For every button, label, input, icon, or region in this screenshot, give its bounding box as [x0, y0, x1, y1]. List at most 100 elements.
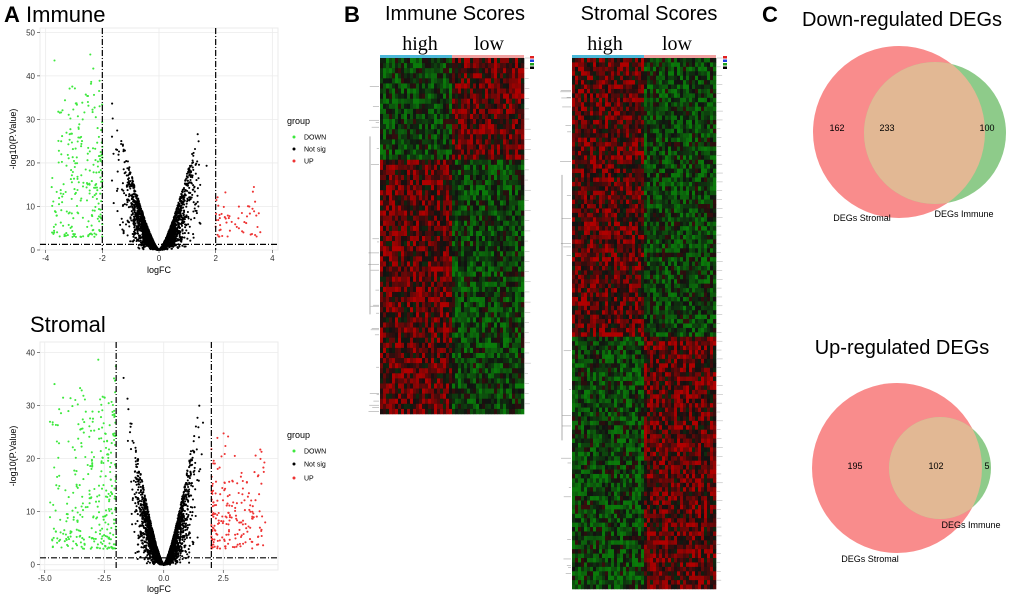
- point-down: [98, 437, 101, 440]
- point-notsig: [176, 216, 179, 219]
- point-notsig: [116, 170, 119, 173]
- point-up: [255, 214, 258, 217]
- point-down: [90, 80, 93, 83]
- point-down: [104, 475, 107, 478]
- point-notsig: [199, 183, 202, 186]
- point-notsig: [181, 212, 185, 215]
- point-notsig: [186, 508, 189, 511]
- point-notsig: [177, 203, 180, 206]
- point-notsig: [197, 177, 200, 180]
- point-notsig: [192, 233, 195, 236]
- point-down: [110, 491, 113, 494]
- point-down: [70, 181, 73, 184]
- point-down: [109, 451, 113, 454]
- point-down: [63, 540, 66, 543]
- point-notsig: [180, 224, 184, 227]
- point-notsig: [197, 426, 200, 429]
- point-notsig: [138, 211, 142, 214]
- point-notsig: [125, 160, 128, 163]
- point-notsig: [126, 234, 129, 237]
- point-notsig: [187, 215, 190, 218]
- point-up: [220, 212, 223, 215]
- point-down: [97, 511, 101, 514]
- point-down: [63, 235, 66, 238]
- point-down: [73, 233, 76, 236]
- point-notsig: [182, 493, 185, 496]
- point-notsig: [127, 408, 130, 411]
- legend-key-down: [292, 135, 296, 139]
- point-up: [227, 217, 230, 220]
- point-down: [94, 147, 97, 150]
- point-down: [91, 410, 94, 413]
- point-down: [92, 163, 95, 166]
- point-notsig: [182, 201, 185, 204]
- point-notsig: [136, 462, 139, 465]
- point-notsig: [140, 210, 143, 213]
- point-down: [81, 101, 84, 104]
- point-notsig: [131, 439, 134, 442]
- point-down: [56, 424, 59, 427]
- point-notsig: [127, 221, 131, 224]
- point-down: [107, 523, 110, 526]
- point-down: [81, 537, 84, 540]
- point-up: [257, 212, 260, 215]
- point-down: [110, 508, 113, 511]
- point-down: [87, 104, 90, 107]
- point-down: [83, 543, 86, 546]
- point-down: [110, 400, 113, 403]
- volcano-immune-title: Immune: [26, 2, 105, 27]
- point-down: [51, 231, 54, 234]
- point-down: [88, 189, 91, 192]
- point-down: [72, 108, 75, 111]
- point-down: [69, 535, 72, 538]
- point-up: [234, 223, 237, 226]
- point-down: [98, 494, 101, 497]
- point-down: [76, 177, 79, 180]
- point-down: [63, 529, 66, 532]
- point-notsig: [181, 232, 184, 235]
- point-down: [91, 195, 94, 199]
- point-notsig: [136, 197, 139, 200]
- point-notsig: [136, 194, 139, 197]
- point-notsig: [125, 185, 128, 188]
- point-down: [91, 536, 94, 540]
- point-notsig: [124, 223, 128, 226]
- point-down: [86, 225, 89, 228]
- point-down: [106, 547, 109, 550]
- point-down: [97, 484, 101, 487]
- point-down: [60, 153, 63, 156]
- point-down: [91, 108, 94, 111]
- point-down: [74, 456, 77, 459]
- point-down: [68, 133, 71, 136]
- point-notsig: [132, 195, 135, 198]
- point-down: [93, 232, 96, 235]
- point-notsig: [142, 236, 145, 239]
- point-notsig: [138, 206, 142, 209]
- point-down: [53, 59, 56, 62]
- x-tick-label: -2: [99, 254, 107, 263]
- point-notsig: [117, 158, 120, 161]
- point-notsig: [197, 205, 200, 208]
- point-down: [96, 127, 99, 130]
- point-down: [109, 470, 112, 474]
- point-down: [99, 208, 102, 211]
- point-down: [108, 546, 111, 549]
- point-down: [113, 487, 116, 490]
- point-notsig: [138, 234, 141, 237]
- point-notsig: [130, 512, 133, 515]
- point-notsig: [143, 216, 146, 219]
- point-up: [251, 190, 254, 193]
- point-down: [72, 540, 75, 543]
- point-down: [68, 138, 71, 141]
- point-notsig: [170, 247, 173, 250]
- point-down: [79, 199, 82, 202]
- point-down: [84, 410, 87, 413]
- point-notsig: [177, 223, 180, 226]
- point-notsig: [190, 182, 193, 185]
- point-down: [97, 202, 100, 205]
- point-notsig: [186, 200, 189, 203]
- point-notsig: [139, 217, 142, 220]
- point-notsig: [127, 168, 131, 172]
- point-up: [230, 220, 233, 223]
- point-notsig: [191, 193, 194, 196]
